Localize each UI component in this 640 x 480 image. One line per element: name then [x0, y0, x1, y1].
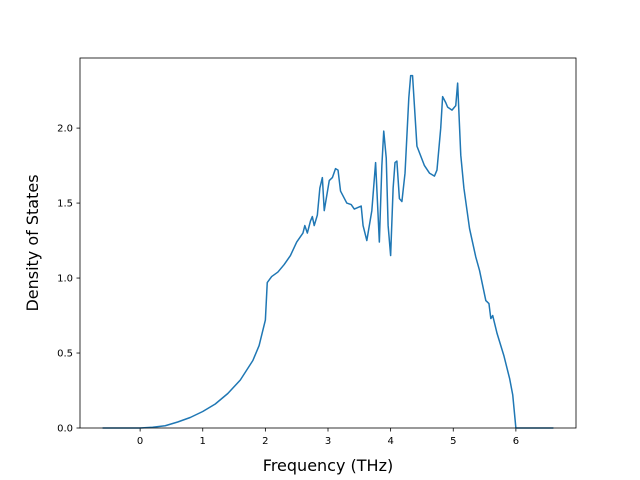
x-tick-label: 4 — [387, 436, 393, 447]
y-axis-label: Density of States — [23, 174, 42, 311]
x-tick-label: 1 — [200, 436, 206, 447]
y-tick-label: 2.0 — [57, 124, 73, 135]
y-tick-label: 0.5 — [57, 349, 73, 360]
x-tick-label: 5 — [450, 436, 456, 447]
plot-frame — [79, 57, 577, 429]
data-line — [102, 74, 554, 429]
x-axis-label: Frequency (THz) — [263, 456, 393, 475]
x-tick-label: 0 — [137, 436, 143, 447]
y-tick-label: 1.5 — [57, 199, 73, 210]
y-tick-label: 1.0 — [57, 274, 73, 285]
y-tick-label: 0.0 — [57, 424, 73, 435]
x-tick-label: 3 — [325, 436, 331, 447]
x-tick-label: 6 — [513, 436, 519, 447]
x-tick-label: 2 — [262, 436, 268, 447]
